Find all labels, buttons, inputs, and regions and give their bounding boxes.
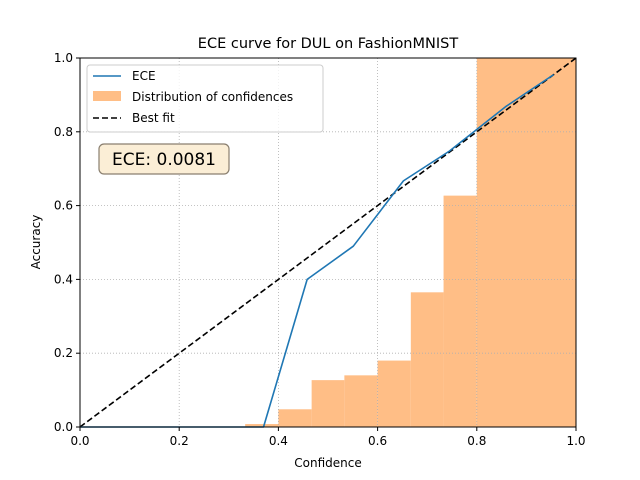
x-tick-label-0: 0.0	[70, 434, 89, 448]
y-tick-label-2: 0.4	[54, 272, 73, 286]
chart-title: ECE curve for DUL on FashionMNIST	[198, 36, 459, 52]
axes-frame	[79, 57, 577, 428]
legend-distribution-swatch	[93, 91, 121, 101]
histogram-bar-6	[443, 195, 477, 427]
histogram-bar-7	[476, 58, 576, 427]
x-tick-label-5: 1.0	[566, 434, 585, 448]
plot-area: 0.0 0.2 0.4 0.6 0.8 1.0 0.0 0.2 0.4 0.6 0.8 1.0 ECE D…	[54, 51, 586, 448]
ece-annotation-text: ECE: 0.0081	[112, 150, 216, 170]
histogram-bar-5	[410, 292, 444, 427]
y-tick-label-0: 0.0	[54, 420, 73, 434]
y-tick-label-5: 1.0	[54, 51, 73, 65]
y-tick-label-4: 0.8	[54, 125, 73, 139]
legend-distribution-label: Distribution of confidences	[132, 90, 293, 104]
y-tick-label-3: 0.6	[54, 199, 73, 213]
histogram-bar-0	[245, 424, 279, 427]
x-tick-label-3: 0.6	[368, 434, 387, 448]
legend-ece-label: ECE	[132, 69, 156, 83]
legend-frame	[86, 64, 324, 133]
histogram-bar-1	[278, 409, 312, 427]
legend-best-fit-label: Best fit	[132, 111, 175, 125]
best-fit-line	[79, 57, 577, 428]
histogram-bar-4	[377, 360, 411, 427]
histogram-bar-2	[311, 380, 345, 427]
y-tick-label-1: 0.2	[54, 346, 73, 360]
x-tick-label-4: 0.8	[467, 434, 486, 448]
histogram-bar-3	[344, 375, 378, 427]
x-tick-label-2: 0.4	[269, 434, 288, 448]
ece-annotation-box	[98, 143, 230, 175]
x-tick-label-1: 0.2	[170, 434, 189, 448]
legend: ECE Distribution of confidences Best fit	[86, 64, 324, 133]
x-axis-label: Confidence	[294, 456, 361, 470]
y-axis-label: Accuracy	[29, 215, 43, 270]
